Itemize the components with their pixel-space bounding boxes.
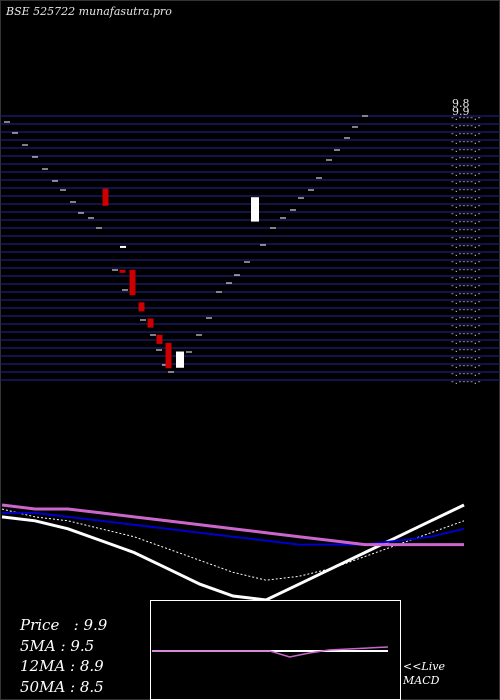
price-tick-label: -.----.-	[450, 353, 481, 362]
candle-bearish	[147, 318, 154, 328]
stat-value: 8.5	[79, 677, 104, 696]
price-tick-label: -.----.-	[450, 297, 481, 306]
stat-label: Price	[20, 616, 60, 634]
price-tick-label: -.----.-	[450, 153, 481, 162]
price-tick-label: -.----.-	[450, 305, 481, 314]
stat-value: 9.9	[83, 616, 108, 634]
macd-title: MACD	[403, 674, 440, 687]
stat-label: 12MA	[20, 657, 66, 675]
price-tick-label: -.----.-	[450, 249, 481, 258]
price-tick-label: -.----.-	[450, 169, 481, 178]
price-tick-label: -.----.-	[450, 113, 481, 122]
price-tick-label: -.----.-	[450, 201, 481, 210]
stat-value: 8.9	[79, 657, 104, 675]
price-tick-label: -.----.-	[450, 193, 481, 202]
stat-5ma: 5MA : 9.5	[20, 636, 95, 655]
ma-line	[1, 508, 465, 581]
live-link[interactable]: <<Live	[403, 660, 445, 673]
price-tick-label: -.----.-	[450, 185, 481, 194]
stats-panel: Price : 9.9 5MA : 9.5 12MA : 8.9 50MA : …	[20, 615, 107, 697]
price-tick-label: -.----.-	[450, 233, 481, 242]
ma-line	[2, 511, 465, 546]
price-tick-label: -.----.-	[450, 209, 481, 218]
price-tick-label: -.----.-	[450, 369, 481, 378]
price-tick-label: -.----.-	[450, 281, 481, 290]
candle-bearish	[102, 188, 109, 206]
price-label: 9.8	[452, 97, 470, 110]
price-tick-label: -.----.-	[450, 129, 481, 138]
price-tick-label: -.----.-	[450, 329, 481, 338]
price-tick-label: -.----.-	[450, 321, 481, 330]
price-tick-label: -.----.-	[450, 145, 481, 154]
price-tick-label: -.----.-	[450, 137, 481, 146]
candle-bullish	[176, 351, 184, 368]
candle-bearish	[156, 334, 163, 344]
price-tick-label: -.----.-	[450, 225, 481, 234]
price-tick-label: -.----.-	[450, 337, 481, 346]
stock-code: BSE 525722	[6, 5, 76, 18]
site-name: munafasutra.pro	[78, 5, 172, 18]
candle-bearish	[129, 269, 136, 296]
candle-bullish	[251, 197, 259, 222]
price-tick-label: -.----.-	[450, 241, 481, 250]
stat-50ma: 50MA : 8.5	[20, 677, 104, 696]
stat-12ma: 12MA : 8.9	[20, 657, 104, 675]
price-tick-label: -.----.-	[450, 257, 481, 266]
stat-value: 9.5	[70, 636, 95, 655]
price-tick-label: -.----.-	[450, 289, 481, 298]
price-label: 9.9	[452, 105, 470, 118]
price-tick-label: -.----.-	[450, 273, 481, 282]
ma-line	[1, 503, 465, 602]
macd-label: <<Live MACD	[403, 660, 445, 688]
ma-line	[1, 503, 464, 547]
chart-header: BSE 525722 munafasutra.pro	[6, 5, 172, 18]
price-tick-label: -.----.-	[450, 313, 481, 322]
price-tick-label: -.----.-	[450, 177, 481, 186]
stat-price: Price : 9.9	[20, 616, 108, 634]
price-tick-label: -.----.-	[450, 377, 481, 386]
stat-label: 5MA	[20, 636, 56, 655]
price-tick-label: -.----.-	[450, 345, 481, 354]
price-tick-label: -.----.-	[450, 121, 481, 130]
price-tick-label: -.----.-	[450, 265, 481, 274]
candle-bearish	[119, 269, 126, 273]
candle-bearish	[165, 342, 172, 369]
price-tick-label: -.----.-	[450, 217, 481, 226]
price-tick-label: -.----.-	[450, 161, 481, 170]
macd-line	[152, 646, 389, 658]
candle-bearish	[138, 302, 145, 312]
stat-label: 50MA	[20, 677, 66, 696]
price-tick-label: -.----.-	[450, 361, 481, 370]
candle-tick	[120, 245, 126, 248]
